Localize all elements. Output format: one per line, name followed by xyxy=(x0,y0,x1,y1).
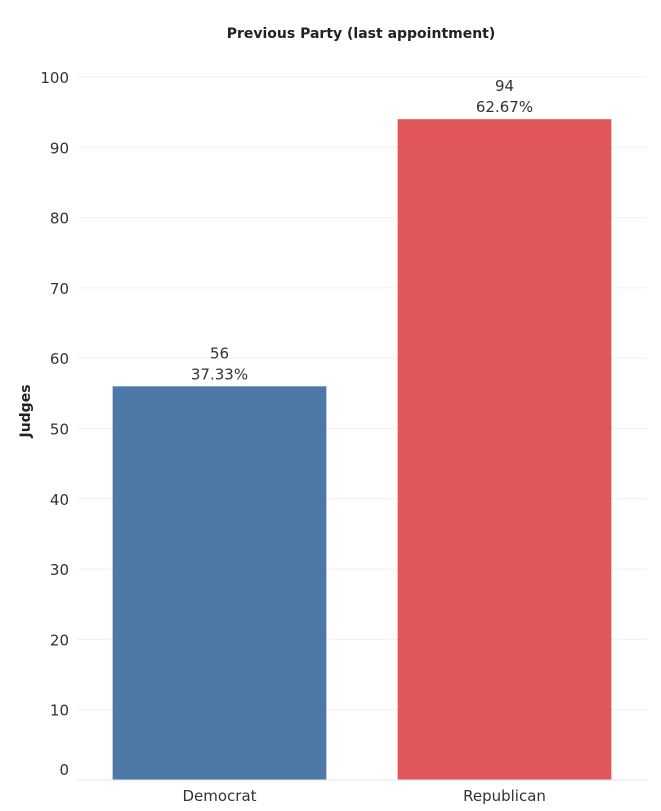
y-tick-label: 10 xyxy=(50,702,69,720)
x-axis-categories: Democrat Republican xyxy=(182,787,545,805)
x-category-label: Democrat xyxy=(182,787,256,805)
bar-value-label: 56 xyxy=(210,344,229,362)
y-tick-label: 90 xyxy=(50,139,69,157)
y-tick-label: 30 xyxy=(50,561,69,579)
chart-title: Previous Party (last appointment) xyxy=(227,26,496,42)
y-axis-ticks: 0 10 20 30 40 50 60 70 80 90 100 xyxy=(40,69,69,779)
x-category-label: Republican xyxy=(463,787,546,805)
y-axis-label: Judges xyxy=(18,384,34,438)
y-tick-label: 0 xyxy=(59,761,69,779)
y-tick-label: 60 xyxy=(50,350,69,368)
y-tick-label: 80 xyxy=(50,210,69,228)
bar-democrat xyxy=(112,386,327,780)
y-tick-label: 40 xyxy=(50,491,69,509)
bar-percent-label: 62.67% xyxy=(476,98,533,116)
bars xyxy=(112,119,612,781)
bar-republican xyxy=(397,119,612,781)
bar-value-label: 94 xyxy=(495,77,514,95)
y-tick-label: 50 xyxy=(50,421,69,439)
bar-percent-label: 37.33% xyxy=(191,365,248,383)
data-labels: 56 37.33% 94 62.67% xyxy=(191,77,533,383)
y-tick-label: 20 xyxy=(50,631,69,649)
y-tick-label: 100 xyxy=(40,69,69,87)
y-tick-label: 70 xyxy=(50,280,69,298)
